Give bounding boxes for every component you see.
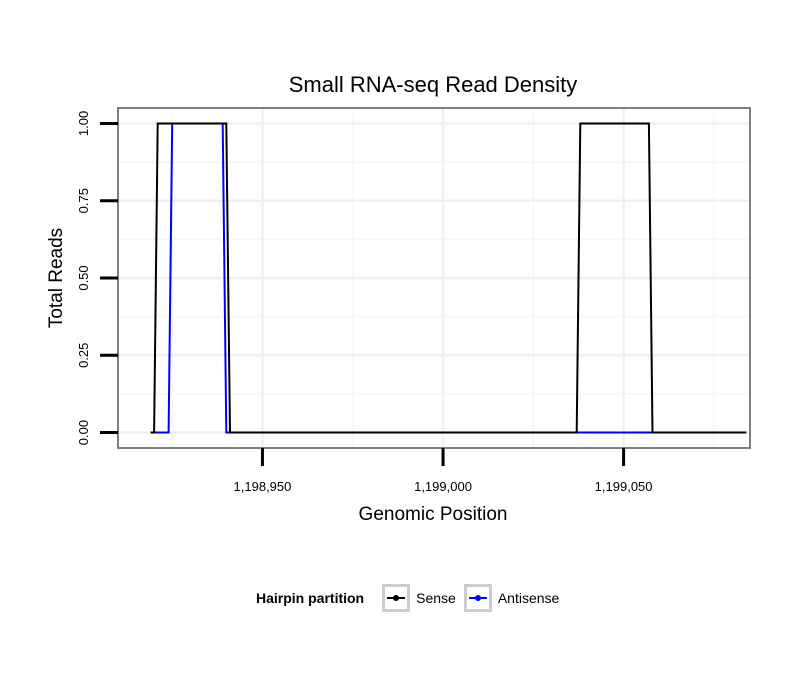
legend-key-sense <box>382 584 411 612</box>
y-tick-label: 1.00 <box>76 111 91 136</box>
y-tick-label: 0.00 <box>76 420 91 445</box>
series-line-sense <box>150 122 747 434</box>
y-tick-label: 0.50 <box>76 265 91 290</box>
y-tick-label: 0.25 <box>76 343 91 368</box>
x-tick-label: 1,199,050 <box>595 479 653 494</box>
legend: Hairpin partition Sense Antisense <box>256 580 567 616</box>
y-axis-label: Total Reads <box>46 228 67 328</box>
legend-key-antisense <box>463 584 492 612</box>
legend-key-point-sense <box>393 595 400 601</box>
legend-label-sense: Sense <box>416 590 456 606</box>
x-tick-label: 1,198,950 <box>234 479 292 494</box>
legend-key-point-antisense <box>474 595 481 601</box>
y-axis: 0.00 0.25 0.50 0.75 1.00 <box>76 111 118 445</box>
chart-title: Small RNA-seq Read Density <box>289 72 578 97</box>
y-tick-label: 0.75 <box>76 188 91 213</box>
series-layer <box>150 122 747 434</box>
legend-title: Hairpin partition <box>256 590 365 606</box>
x-axis-label: Genomic Position <box>359 504 508 525</box>
x-tick-label: 1,199,000 <box>414 479 472 494</box>
legend-label-antisense: Antisense <box>497 590 560 606</box>
x-axis: 1,198,950 1,199,000 1,199,050 <box>234 448 653 494</box>
